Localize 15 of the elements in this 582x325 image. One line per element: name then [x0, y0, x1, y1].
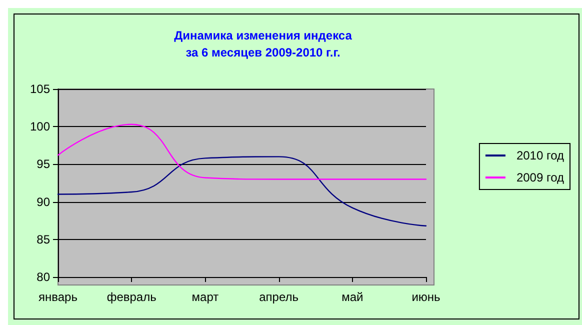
- legend-label: 2009 год: [516, 170, 564, 184]
- legend-label: 2010 год: [516, 148, 564, 162]
- y-tick-label: 90: [36, 194, 50, 209]
- chart-title: Динамика изменения индекса за 6 месяцев 2009-2010 г.г.: [174, 28, 352, 60]
- y-tick-label: 80: [36, 270, 50, 284]
- x-tick-label: май: [342, 290, 364, 304]
- x-tick-label: апрель: [259, 290, 298, 304]
- x-tick-label: июнь: [412, 290, 440, 304]
- y-tick-label: 85: [36, 232, 50, 246]
- x-tick-label: март: [192, 290, 220, 304]
- y-tick-label: 95: [36, 157, 50, 172]
- y-tick-label: 105: [30, 82, 50, 96]
- y-tick-label: 100: [30, 120, 50, 134]
- x-tick-label: январь: [38, 290, 78, 304]
- x-tick-label: февраль: [106, 290, 156, 304]
